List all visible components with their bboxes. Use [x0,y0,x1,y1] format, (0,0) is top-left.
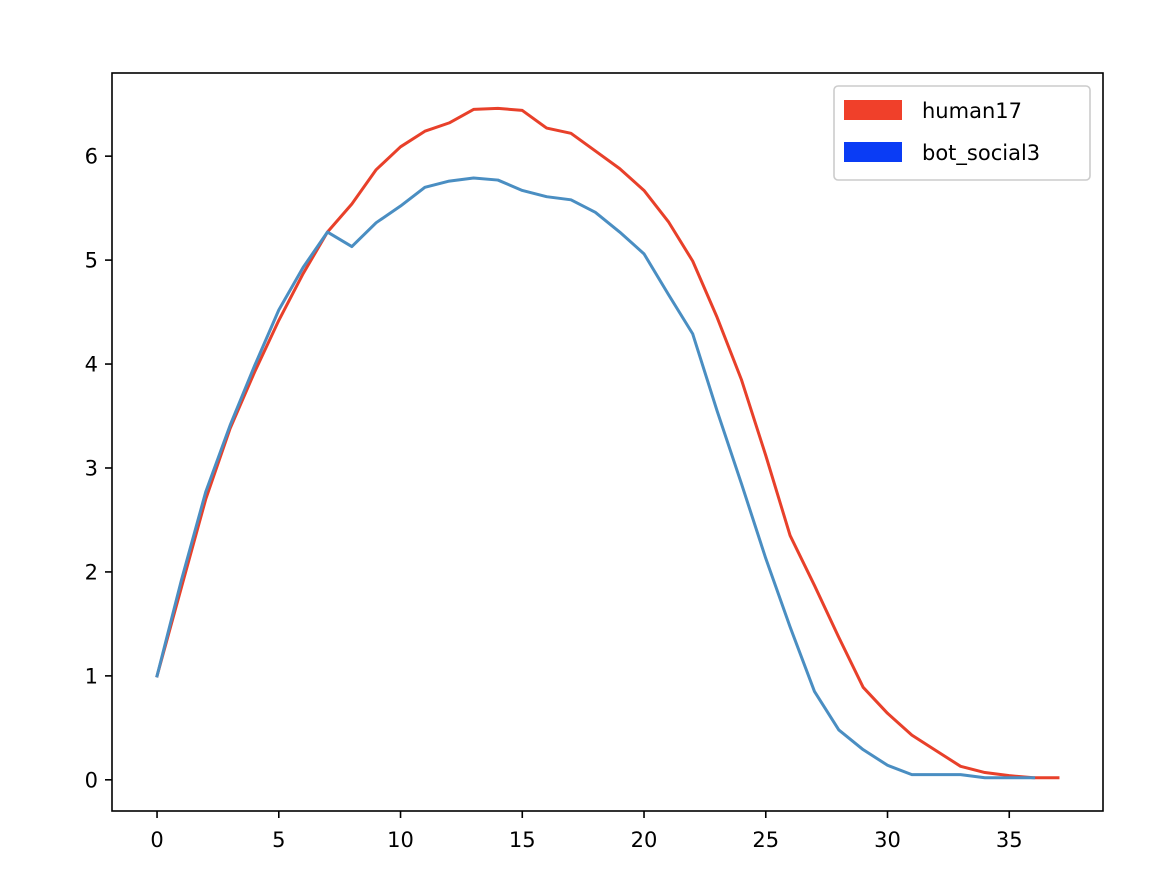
series-line-human17 [155,106,1060,780]
x-tick-label: 25 [752,828,779,852]
x-tick-label: 30 [874,828,901,852]
x-tick-label: 10 [387,828,414,852]
series-line-bot_social3 [155,176,1036,780]
x-tick-label: 15 [509,828,536,852]
legend-label: human17 [922,99,1022,123]
y-tick-label: 0 [85,768,98,792]
y-tick-label: 6 [85,145,98,169]
axes-frame [111,72,1104,812]
x-tick-label: 5 [272,828,285,852]
legend-label: bot_social3 [922,141,1040,166]
x-tick-label: 35 [996,828,1023,852]
y-tick-label: 5 [85,249,98,273]
x-tick-label: 0 [150,828,163,852]
legend-swatch-bot_social3 [844,142,902,162]
x-tick-label: 20 [631,828,658,852]
series-lines [155,106,1060,780]
y-tick-label: 1 [85,664,98,688]
legend[interactable]: human17 bot_social3 [833,85,1091,181]
y-tick-label: 4 [85,353,98,377]
y-tick-label: 2 [85,560,98,584]
y-tick-label: 3 [85,456,98,480]
legend-swatch-human17 [844,100,902,120]
axes: 0 5 10 15 20 25 30 35 0 1 2 3 4 5 6 [85,72,1104,852]
